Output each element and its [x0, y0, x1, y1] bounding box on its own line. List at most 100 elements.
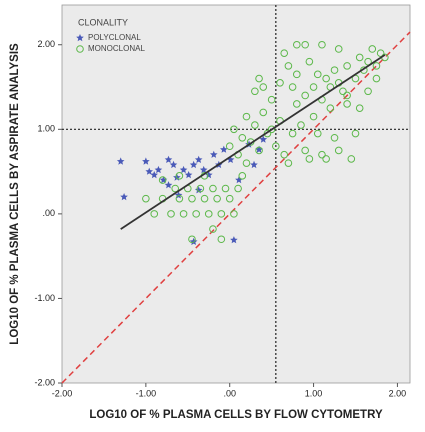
point — [267, 125, 276, 134]
point — [230, 236, 238, 244]
point — [230, 125, 238, 134]
point — [242, 159, 251, 167]
point — [326, 104, 335, 112]
point — [288, 129, 297, 138]
point — [189, 160, 198, 169]
point — [280, 150, 289, 159]
point — [179, 210, 188, 218]
point — [305, 155, 314, 163]
y-tick-label: 2.00 — [37, 39, 55, 49]
point — [199, 165, 208, 174]
y-tick-label: .00 — [42, 208, 55, 218]
point — [194, 186, 203, 194]
x-tick-label: .00 — [223, 388, 236, 398]
point — [322, 74, 330, 83]
legend-label: POLYCLONAL — [88, 33, 141, 42]
identity-line — [61, 31, 411, 384]
point — [142, 194, 150, 203]
point — [213, 194, 221, 203]
point — [196, 184, 205, 193]
point — [238, 172, 247, 180]
point — [220, 145, 228, 153]
point — [209, 225, 217, 233]
x-tick-label: 2.00 — [389, 388, 407, 398]
point — [217, 235, 226, 244]
point — [159, 176, 168, 184]
point — [284, 159, 293, 167]
point — [175, 172, 184, 180]
point — [120, 193, 128, 201]
point — [164, 155, 173, 163]
point — [184, 171, 193, 179]
point — [188, 235, 196, 244]
point — [209, 184, 217, 193]
point — [322, 155, 330, 163]
point — [318, 150, 326, 159]
point — [154, 165, 163, 174]
point — [309, 112, 318, 121]
point — [192, 210, 200, 218]
point — [280, 49, 289, 58]
point — [167, 210, 175, 218]
point — [292, 40, 301, 49]
legend-title: CLONALITY — [78, 17, 128, 27]
point — [347, 155, 356, 163]
point — [145, 167, 153, 175]
point — [364, 87, 372, 96]
point — [301, 146, 309, 155]
point — [276, 78, 284, 87]
point — [267, 95, 276, 104]
point — [116, 157, 125, 165]
point — [217, 210, 226, 218]
point — [194, 155, 203, 163]
legend-marker — [76, 34, 84, 42]
point — [250, 160, 258, 169]
point — [171, 184, 180, 193]
point — [372, 74, 381, 83]
point — [150, 171, 158, 179]
point — [309, 83, 318, 91]
point — [272, 142, 280, 151]
point — [330, 66, 339, 74]
point — [343, 62, 351, 70]
point — [173, 173, 181, 181]
legend-label: MONOCLONAL — [88, 44, 145, 53]
point — [297, 121, 305, 129]
point — [343, 100, 351, 108]
point — [292, 100, 301, 108]
point — [251, 121, 259, 129]
point — [251, 87, 259, 96]
point — [235, 176, 243, 184]
point — [238, 133, 247, 142]
y-tick-label: -1.00 — [34, 293, 55, 303]
point — [204, 210, 213, 218]
point — [175, 194, 184, 203]
point — [164, 181, 173, 189]
point — [204, 171, 213, 179]
y-axis-label: LOG10 OF % PLASMA CELLS BY ASPIRATE ANAL… — [9, 43, 21, 345]
point — [372, 62, 381, 70]
point — [200, 194, 209, 203]
point — [255, 74, 263, 83]
point — [210, 150, 218, 158]
fit-line — [120, 54, 386, 230]
point — [255, 146, 263, 155]
point — [169, 160, 178, 169]
plot-area — [61, 4, 411, 384]
point — [150, 210, 159, 218]
legend-marker — [76, 45, 84, 53]
x-tick-label: -2.00 — [52, 388, 73, 398]
point — [334, 45, 343, 53]
point — [259, 135, 268, 143]
y-tick-label: 1.00 — [37, 124, 55, 134]
point — [343, 91, 351, 100]
point — [305, 57, 314, 66]
x-axis-label: LOG10 OF % PLASMA CELLS BY FLOW CYTOMETR… — [89, 409, 383, 421]
point — [301, 40, 309, 49]
point — [284, 62, 293, 70]
point — [259, 83, 268, 91]
point — [339, 87, 347, 96]
point — [355, 104, 364, 112]
point — [334, 146, 343, 155]
